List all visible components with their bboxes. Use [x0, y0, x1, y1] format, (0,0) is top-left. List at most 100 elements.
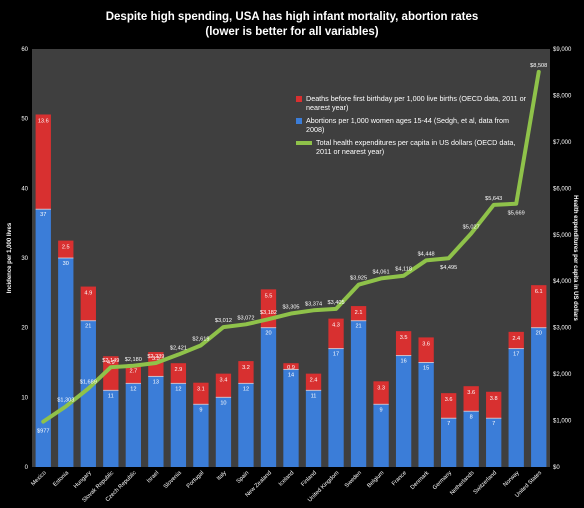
bar-divider-17 — [418, 362, 434, 363]
bar-divider-18 — [440, 417, 457, 419]
bar-divider-3 — [103, 389, 119, 391]
label-abortions-5: 13 — [153, 379, 159, 385]
spending-point-6 — [177, 353, 180, 356]
category-label-18: Germany — [432, 470, 453, 491]
label-abortions-18: 7 — [447, 421, 450, 427]
label-spending-13: $3,405 — [327, 300, 344, 306]
right-axis-ticks: $0 $1,000 $2,000 $3,000 $4,000 $5,000 $6,000 $7… — [553, 47, 572, 471]
left-tick-3: 30 — [21, 256, 28, 262]
label-deaths-0: 13.6 — [38, 118, 49, 124]
label-spending-4: $2,180 — [125, 357, 142, 363]
category-label-6: Slovenia — [163, 470, 184, 491]
bar-divider-13 — [328, 348, 344, 350]
category-label-2: Hungary — [73, 470, 93, 490]
bar-abortions-4 — [125, 383, 142, 467]
left-tick-0: 0 — [25, 465, 29, 471]
bar-deaths-4 — [125, 364, 142, 384]
left-tick-2: 20 — [21, 326, 28, 332]
label-spending-1: $1,303 — [57, 397, 74, 403]
label-abortions-1: 30 — [63, 261, 69, 267]
label-deaths-1: 2.5 — [62, 245, 70, 251]
label-spending-11: $3,305 — [282, 305, 299, 311]
label-abortions-7: 9 — [199, 407, 202, 413]
label-spending-22: $8,508 — [530, 63, 547, 69]
bar-abortions-0 — [35, 209, 51, 467]
label-abortions-3: 11 — [108, 393, 114, 399]
label-spending-18: $4,495 — [440, 265, 457, 271]
label-spending-20: $5,643 — [485, 196, 502, 202]
legend-label-abortions: Abortions per 1,000 women ages 15-44 (Se… — [306, 116, 509, 134]
spending-point-11 — [289, 312, 293, 315]
bar-divider-21 — [508, 348, 524, 350]
legend-swatch-spending — [296, 141, 312, 145]
spending-point-8 — [222, 325, 225, 329]
bar-abortions-1 — [58, 258, 74, 467]
bar-abortions-21 — [508, 348, 524, 467]
label-spending-17: $4,448 — [418, 251, 435, 257]
bar-deaths-9 — [238, 361, 254, 384]
label-deaths-21: 2.4 — [512, 336, 520, 342]
category-label-7: Portugal — [186, 470, 206, 490]
spending-point-5 — [154, 361, 158, 365]
bar-abortions-10 — [260, 327, 277, 467]
label-abortions-11: 14 — [288, 372, 294, 378]
bar-divider-11 — [283, 368, 299, 370]
bar-divider-4 — [125, 382, 142, 384]
bar-divider-14 — [350, 320, 367, 322]
category-label-12: Finland — [300, 470, 318, 488]
spending-point-10 — [267, 318, 270, 321]
spending-point-0 — [42, 420, 45, 423]
right-tick-5: $5,000 — [553, 233, 572, 239]
label-deaths-19: 3.6 — [467, 390, 475, 396]
label-spending-2: $1,689 — [80, 380, 97, 386]
bar-deaths-3 — [103, 356, 119, 391]
bar-divider-5 — [148, 375, 164, 377]
category-label-15: Belgium — [366, 470, 385, 489]
label-deaths-3: 4.9 — [107, 360, 115, 366]
label-deaths-16: 3.5 — [400, 335, 408, 341]
bar-abortions-7 — [193, 404, 209, 467]
bar-abortions-20 — [486, 418, 502, 467]
spending-point-2 — [87, 387, 90, 390]
label-spending-12: $3,374 — [305, 301, 322, 307]
bar-deaths-12 — [305, 373, 322, 391]
label-deaths-14: 2.1 — [355, 310, 363, 316]
spending-point-19 — [469, 232, 473, 235]
label-spending-0: $977 — [37, 429, 49, 435]
label-deaths-7: 3.1 — [197, 387, 205, 393]
bar-deaths-11 — [283, 363, 299, 370]
spending-point-17 — [424, 259, 428, 262]
bar-abortions-8 — [215, 397, 232, 467]
bar-abortions-17 — [418, 362, 434, 467]
label-deaths-5: 3.5 — [152, 356, 160, 362]
label-abortions-21: 17 — [513, 352, 519, 358]
label-spending-21: $5,669 — [508, 211, 525, 217]
label-abortions-19: 8 — [470, 414, 473, 420]
chart-title: Despite high spending, USA has high infa… — [0, 10, 584, 40]
category-label-0: Mexico — [30, 470, 47, 487]
legend-item-spending: Total health expenditures per capita in … — [296, 138, 526, 156]
bar-deaths-13 — [328, 318, 344, 349]
bar-deaths-6 — [170, 363, 187, 384]
bar-divider-10 — [260, 327, 277, 329]
legend-swatch-deaths — [296, 96, 302, 102]
bar-deaths-18 — [440, 393, 457, 419]
bar-abortions-16 — [395, 355, 412, 467]
label-abortions-0: 37 — [40, 212, 46, 218]
bar-abortions-5 — [148, 376, 164, 467]
label-abortions-16: 16 — [400, 359, 406, 365]
category-label-19: Netherlands — [449, 470, 475, 496]
bar-divider-8 — [215, 396, 232, 398]
label-deaths-4: 2.7 — [129, 369, 137, 375]
bar-abortions-6 — [170, 383, 187, 467]
label-abortions-8: 10 — [220, 400, 226, 406]
label-deaths-17: 3.6 — [422, 341, 430, 347]
bar-deaths-19 — [463, 386, 479, 412]
label-spending-9: $3,072 — [237, 315, 254, 321]
bar-abortions-13 — [328, 348, 344, 467]
spending-point-1 — [64, 405, 67, 408]
label-abortions-14: 21 — [355, 324, 361, 330]
